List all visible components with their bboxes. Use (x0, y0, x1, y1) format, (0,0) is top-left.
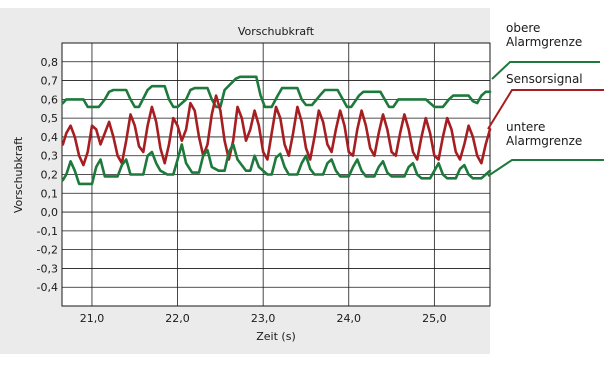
y-tick-label: 0,0 (41, 206, 59, 219)
annotation-label: Sensorsignal (506, 72, 583, 86)
chart-title: Vorschubkraft (238, 25, 315, 38)
series-line-untere-alarmgrenze (61, 143, 492, 186)
annotation-leader (487, 159, 604, 177)
y-tick-label: 0,1 (41, 187, 59, 200)
annotation-label: Alarmgrenze (506, 35, 582, 49)
series-line-sensorsignal (61, 94, 492, 167)
x-tick-label: 21,0 (80, 312, 105, 325)
y-tick-label: 0,4 (41, 131, 59, 144)
y-tick-label: 0,5 (41, 112, 59, 125)
y-tick-label: 0,7 (41, 75, 59, 88)
annotation-leader (487, 89, 604, 130)
series-line-obere-alarmgrenze (61, 75, 492, 109)
x-tick-label: 22,0 (165, 312, 190, 325)
panel-separator (490, 8, 492, 354)
y-tick-label: -0,1 (37, 225, 58, 238)
y-tick-label: -0,4 (37, 281, 58, 294)
x-axis-label: Zeit (s) (256, 330, 295, 343)
x-tick-label: 23,0 (251, 312, 276, 325)
annotation-label: untere (506, 120, 545, 134)
annotation-leader (491, 61, 600, 80)
x-tick-label: 24,0 (337, 312, 362, 325)
y-tick-label: 0,2 (41, 169, 59, 182)
y-axis-label: Vorschubkraft (12, 136, 25, 213)
annotation-label: obere (506, 21, 540, 35)
annotation-label: Alarmgrenze (506, 134, 582, 148)
y-tick-label: -0,3 (37, 262, 58, 275)
y-tick-label: 0,3 (41, 150, 59, 163)
y-tick-label: -0,2 (37, 244, 58, 257)
x-tick-label: 25,0 (422, 312, 447, 325)
y-tick-label: 0,8 (41, 56, 59, 69)
y-tick-label: 0,6 (41, 93, 59, 106)
